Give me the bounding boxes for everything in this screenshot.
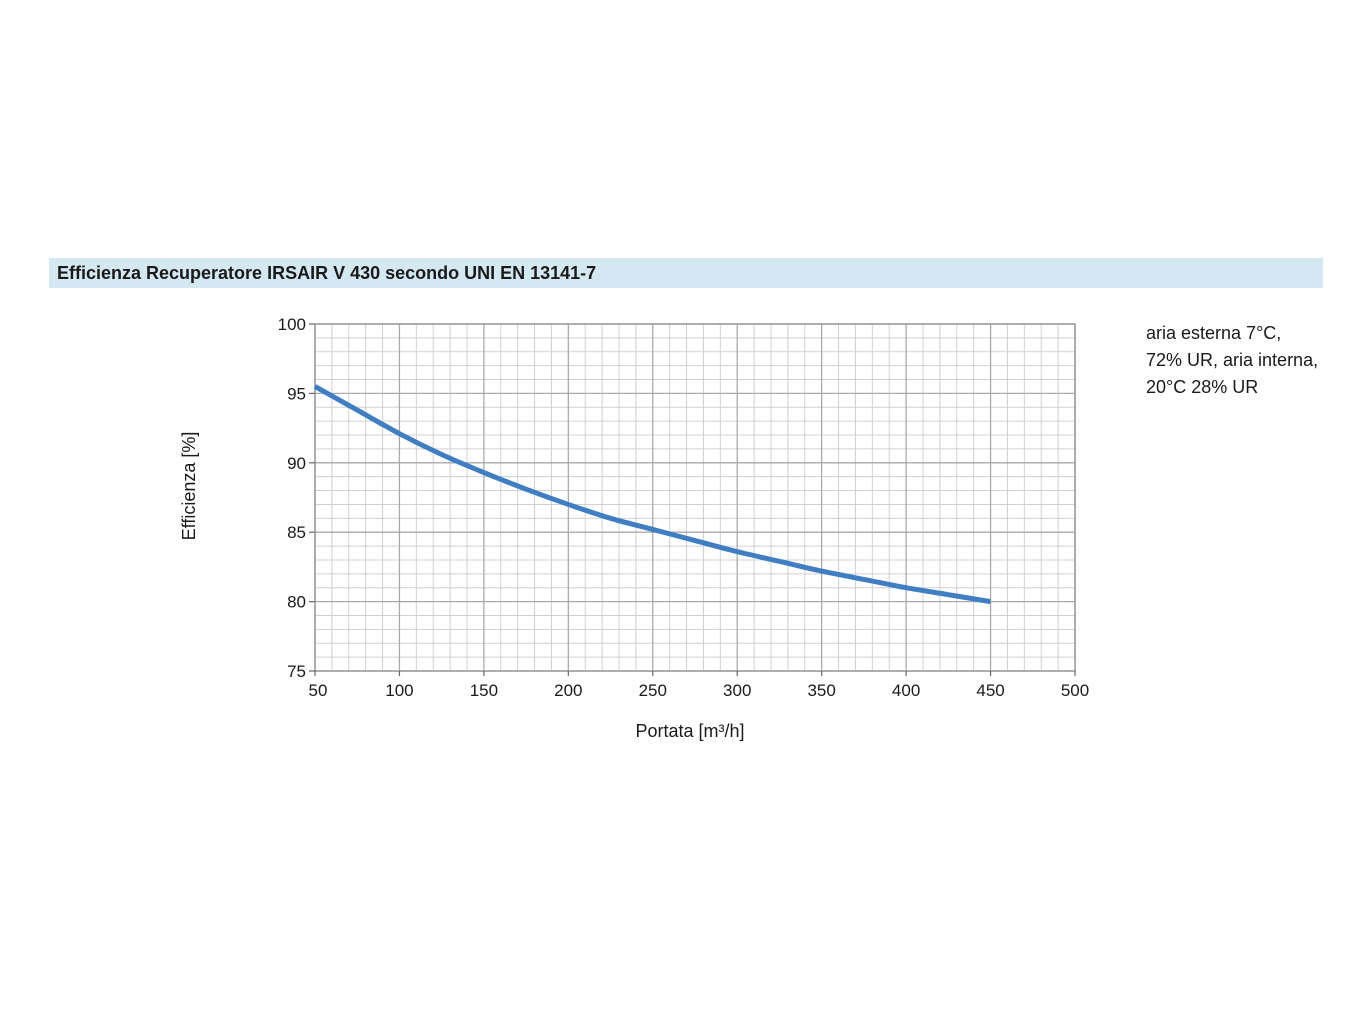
note-line-2: 72% UR, aria interna, (1146, 350, 1319, 370)
plot-border (314, 323, 1076, 672)
y-tick-label: 85 (287, 523, 306, 542)
plot-frame (309, 323, 1076, 676)
chart-title: Efficienza Recuperatore IRSAIR V 430 sec… (57, 263, 597, 283)
y-tick-label: 80 (287, 593, 306, 612)
y-tick-label: 75 (287, 662, 306, 681)
x-tick-label: 50 (309, 681, 328, 700)
y-tick-labels: 75 80 85 90 95 100 (278, 315, 306, 681)
note-line-1: aria esterna 7°C, (1146, 323, 1282, 343)
x-tick-label: 500 (1061, 681, 1089, 700)
x-tick-label: 400 (892, 681, 920, 700)
x-tick-label: 300 (723, 681, 751, 700)
x-tick-label: 250 (639, 681, 667, 700)
x-tick-label: 350 (807, 681, 835, 700)
chart-title-bar: Efficienza Recuperatore IRSAIR V 430 sec… (49, 258, 1323, 288)
minor-grid (315, 324, 1075, 671)
y-axis-label: Efficienza [%] (179, 432, 199, 541)
y-tick-label: 95 (287, 384, 306, 403)
major-grid (314, 323, 1076, 672)
x-tick-label: 100 (385, 681, 413, 700)
efficiency-series-line (313, 384, 991, 605)
test-conditions-note: aria esterna 7°C, 72% UR, aria interna, … (1146, 320, 1318, 401)
note-line-3: 20°C 28% UR (1146, 377, 1259, 397)
x-tick-labels: 50 100 150 200 250 300 350 400 450 500 (309, 681, 1090, 700)
y-tick-label: 90 (287, 454, 306, 473)
y-tick-label: 100 (278, 315, 306, 334)
series-layer (313, 384, 991, 605)
x-tick-label: 450 (976, 681, 1004, 700)
x-tick-label: 200 (554, 681, 582, 700)
x-axis-label: Portata [m³/h] (635, 721, 744, 741)
x-tick-label: 150 (470, 681, 498, 700)
